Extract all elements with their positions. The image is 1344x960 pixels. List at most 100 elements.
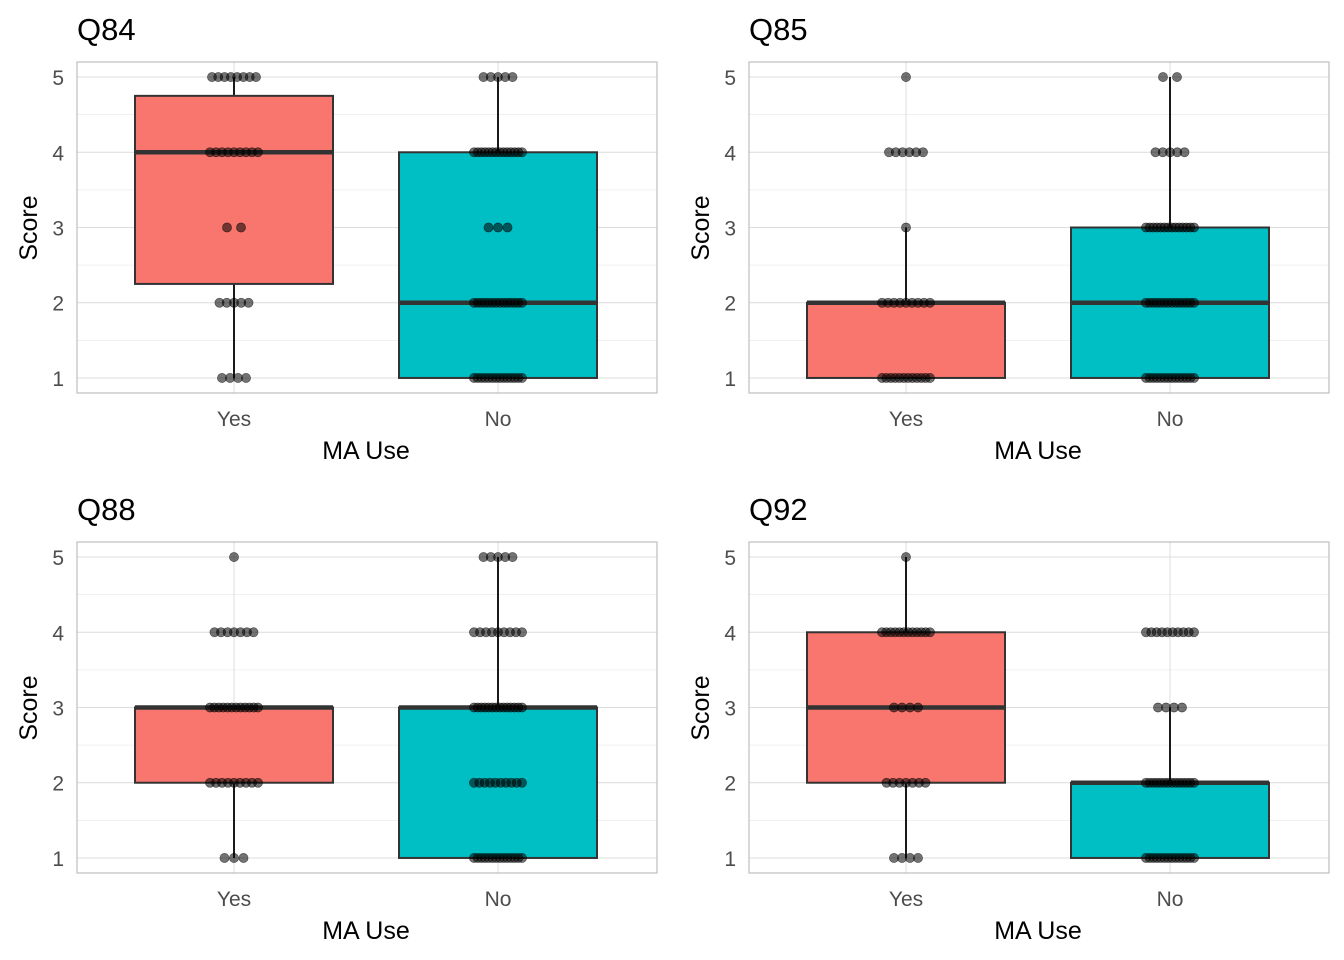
y-tick-label: 2: [52, 293, 64, 316]
data-point: [238, 853, 249, 863]
data-point: [229, 552, 239, 562]
data-point: [236, 222, 246, 233]
box-iqr: [134, 94, 334, 285]
x-tick-label: Yes: [217, 888, 251, 911]
x-tick-label: No: [1157, 408, 1184, 431]
y-tick-label: 1: [52, 368, 64, 391]
data-point: [1189, 297, 1199, 308]
box-yes: [806, 72, 1006, 383]
x-tick-label: No: [485, 888, 512, 911]
y-tick-label: 5: [52, 67, 64, 90]
chart-panel-q84: Q84 1 2 3 4 5 Yes No MA Use Score: [15, 12, 658, 465]
y-tick-label: 1: [52, 848, 64, 871]
y-tick-label: 1: [724, 368, 736, 391]
data-point: [253, 702, 263, 713]
box-no: [1070, 72, 1270, 383]
data-point: [248, 627, 259, 638]
data-point: [1189, 777, 1199, 788]
y-axis-title: Score: [15, 675, 43, 740]
box-no: [398, 552, 598, 863]
data-point: [502, 222, 513, 233]
x-axis-title: MA Use: [994, 437, 1082, 465]
x-axis-title: MA Use: [322, 437, 410, 465]
panel-border: [76, 61, 658, 394]
chart-panel-q92: Q92 1 2 3 4 5 Yes No MA Use Score: [687, 492, 1330, 945]
y-tick-label: 3: [52, 218, 64, 241]
data-point: [507, 552, 518, 562]
chart-panel-q85: Q85 1 2 3 4 5 Yes No MA Use Score: [687, 12, 1330, 465]
box-no: [398, 72, 598, 383]
data-point: [253, 777, 263, 788]
x-tick-label: Yes: [889, 408, 923, 431]
data-point: [517, 702, 527, 713]
data-point: [1172, 72, 1182, 82]
data-point: [1179, 147, 1190, 158]
y-axis-title: Score: [15, 195, 43, 260]
data-point: [913, 702, 923, 713]
data-point: [253, 147, 263, 158]
data-point: [229, 853, 239, 863]
y-tick-label: 4: [52, 142, 64, 165]
data-point: [1189, 853, 1199, 863]
panel-title: Q85: [749, 12, 808, 47]
x-tick-label: No: [485, 408, 512, 431]
data-point: [517, 853, 527, 863]
data-point: [925, 627, 935, 638]
data-point: [517, 147, 527, 158]
data-point: [517, 627, 527, 638]
data-point: [901, 222, 911, 233]
data-point: [251, 72, 261, 82]
panel-border: [748, 61, 1330, 394]
y-tick-label: 5: [724, 547, 736, 570]
y-tick-label: 1: [724, 848, 736, 871]
data-point: [925, 297, 935, 308]
data-point: [493, 222, 503, 233]
y-tick-label: 3: [52, 698, 64, 721]
y-tick-label: 4: [724, 142, 736, 165]
data-point: [913, 853, 923, 863]
panel-border: [76, 541, 658, 874]
y-tick-label: 3: [724, 218, 736, 241]
data-point: [920, 777, 931, 788]
box-yes: [806, 552, 1006, 863]
panel-title: Q88: [77, 492, 136, 527]
chart-panel-q88: Q88 1 2 3 4 5 Yes No MA Use Score: [15, 492, 658, 945]
y-tick-label: 3: [724, 698, 736, 721]
box-yes: [134, 552, 334, 863]
box-iqr: [134, 706, 334, 784]
y-tick-label: 2: [52, 773, 64, 796]
data-point: [517, 777, 527, 788]
data-point: [918, 147, 928, 158]
x-tick-label: Yes: [889, 888, 923, 911]
box-no: [1070, 627, 1270, 863]
box-iqr: [398, 151, 598, 379]
y-tick-label: 2: [724, 293, 736, 316]
panel-border: [748, 541, 1330, 874]
data-point: [1177, 702, 1187, 713]
y-axis-title: Score: [687, 675, 715, 740]
y-tick-label: 2: [724, 773, 736, 796]
panel-title: Q84: [77, 12, 136, 47]
x-tick-label: Yes: [217, 408, 251, 431]
y-tick-label: 5: [724, 67, 736, 90]
x-tick-label: No: [1157, 888, 1184, 911]
data-point: [219, 853, 230, 863]
data-point: [243, 297, 254, 308]
y-tick-label: 4: [724, 622, 736, 645]
data-point: [517, 373, 527, 383]
data-point: [1189, 627, 1199, 638]
data-point: [925, 373, 935, 383]
data-point: [507, 72, 518, 82]
data-point: [1189, 222, 1199, 233]
data-point: [241, 373, 251, 383]
panel-title: Q92: [749, 492, 808, 527]
data-point: [483, 222, 494, 233]
y-tick-label: 4: [52, 622, 64, 645]
data-point: [1189, 373, 1199, 383]
data-point: [901, 72, 911, 82]
data-point: [901, 552, 911, 562]
data-point: [222, 222, 232, 233]
box-iqr: [1070, 781, 1270, 859]
x-axis-title: MA Use: [994, 917, 1082, 945]
